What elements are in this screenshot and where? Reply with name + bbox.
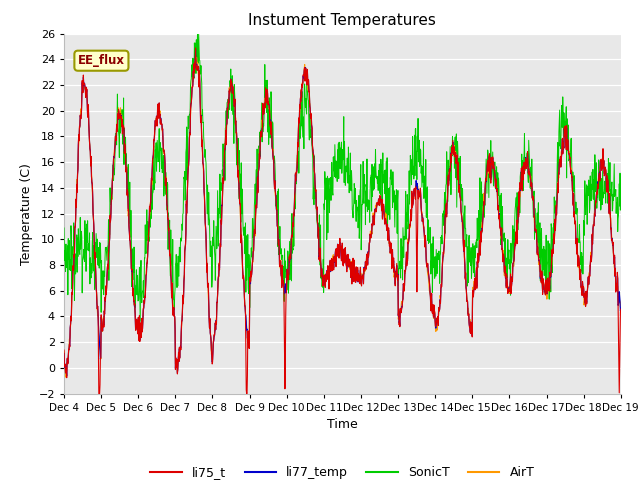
Text: EE_flux: EE_flux (78, 54, 125, 67)
X-axis label: Time: Time (327, 418, 358, 431)
Legend: li75_t, li77_temp, SonicT, AirT: li75_t, li77_temp, SonicT, AirT (145, 461, 540, 480)
Title: Instument Temperatures: Instument Temperatures (248, 13, 436, 28)
Y-axis label: Temperature (C): Temperature (C) (20, 163, 33, 264)
